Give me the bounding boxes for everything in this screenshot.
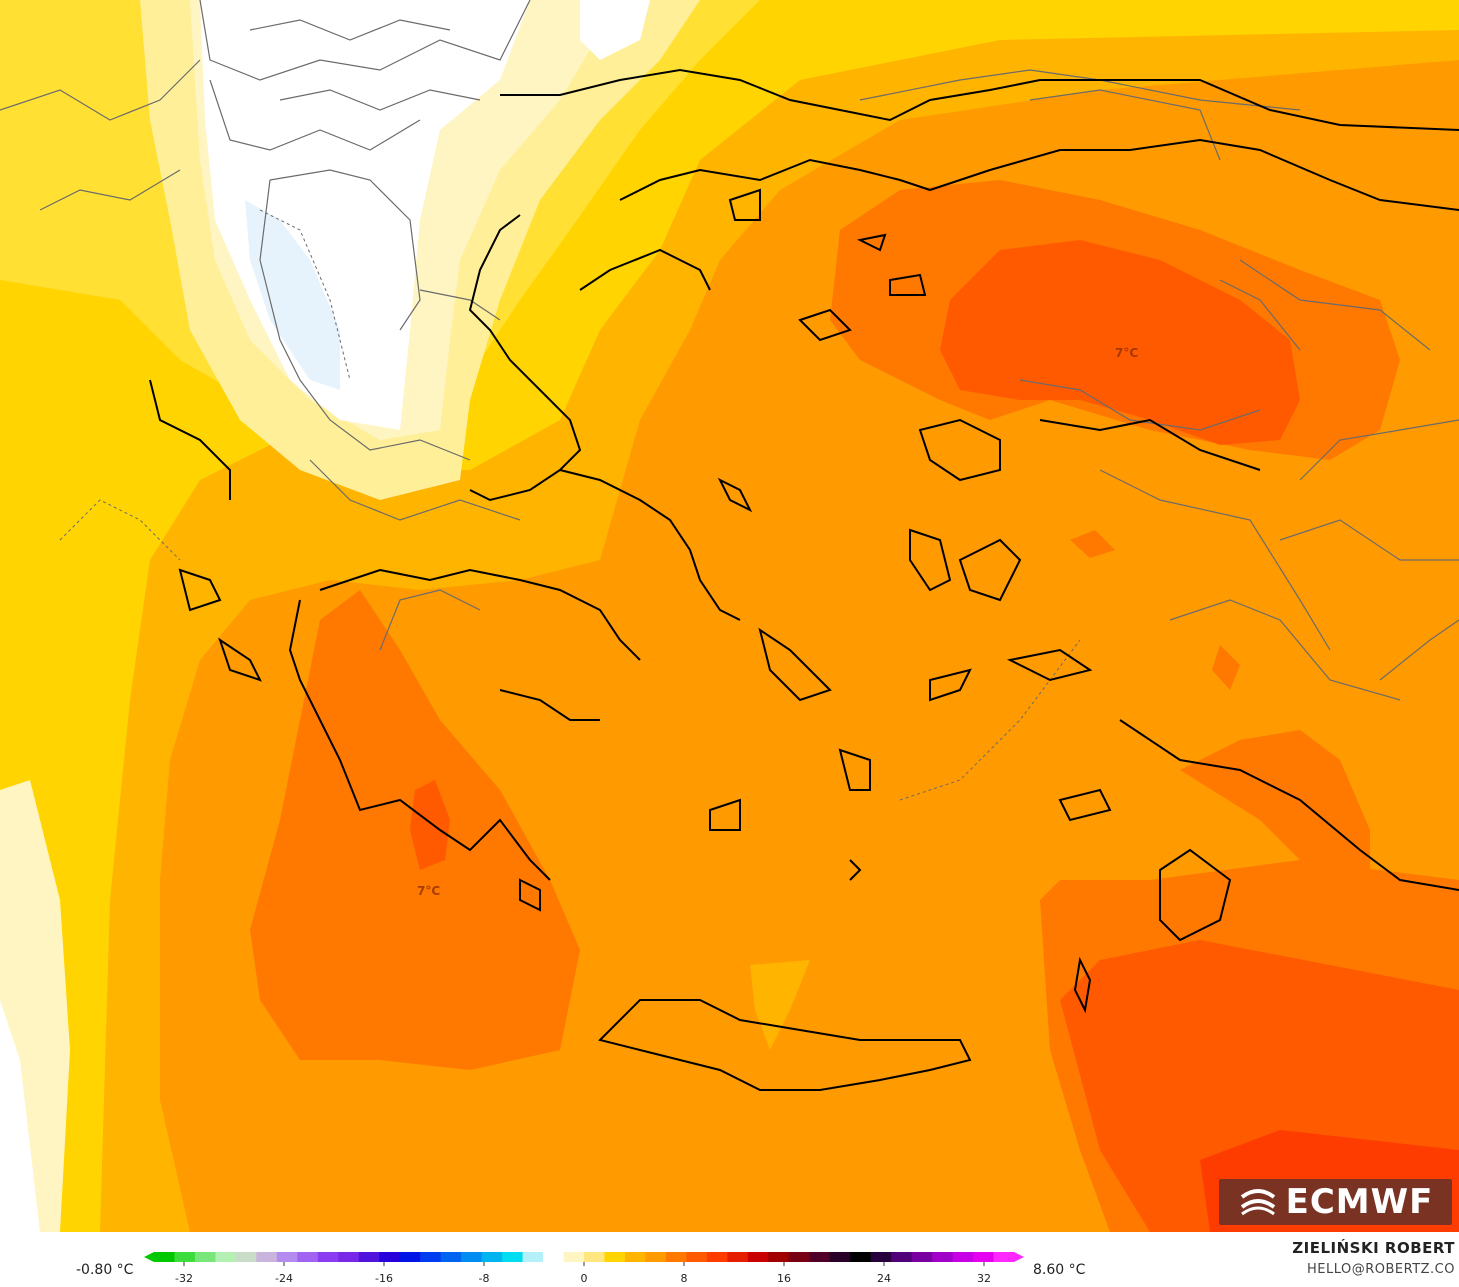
colorbar-left-arrow <box>144 1252 154 1262</box>
colorbar-segment <box>686 1252 708 1262</box>
legend-min-label: -0.80 °C <box>76 1262 134 1278</box>
colorbar-segment <box>788 1252 810 1262</box>
colorbar-segment <box>174 1252 196 1262</box>
colorbar-segment <box>420 1252 442 1262</box>
temp-label-aegean-east: 7°C <box>1115 346 1139 360</box>
colorbar-tick-label: 0 <box>581 1272 588 1284</box>
colorbar-segment <box>706 1252 728 1262</box>
colorbar-segment <box>461 1252 483 1262</box>
colorbar-segment <box>276 1252 298 1262</box>
colorbar-segment <box>297 1252 319 1262</box>
colorbar: -32 -24 -16 -8 0 8 16 24 32 <box>144 1252 1024 1284</box>
colorbar-tick-label: 16 <box>777 1272 791 1284</box>
colorbar-segment <box>522 1252 544 1262</box>
colorbar-segment <box>256 1252 278 1262</box>
ecmwf-logo-text: ECMWF <box>1285 1182 1434 1222</box>
colorbar-segment <box>235 1252 257 1262</box>
colorbar-segment <box>665 1252 687 1262</box>
colorbar-segment <box>829 1252 851 1262</box>
colorbar-segment <box>973 1252 995 1262</box>
temperature-map <box>0 0 1459 1232</box>
colorbar-segment <box>563 1252 585 1262</box>
colorbar-segment <box>911 1252 933 1262</box>
colorbar-tick-label: -8 <box>479 1272 490 1284</box>
colorbar-segment <box>727 1252 749 1262</box>
colorbar-segment <box>850 1252 872 1262</box>
colorbar-segment <box>624 1252 646 1262</box>
colorbar-segment <box>870 1252 892 1262</box>
colorbar-segment <box>502 1252 524 1262</box>
colorbar-tick-label: 32 <box>977 1272 991 1284</box>
colorbar-segment <box>604 1252 626 1262</box>
colorbar-tick-label: 24 <box>877 1272 891 1284</box>
colorbar-segment <box>747 1252 769 1262</box>
colorbar-segment <box>645 1252 667 1262</box>
colorbar-segment <box>399 1252 421 1262</box>
colorbar-segment <box>154 1252 175 1262</box>
colorbar-segment <box>809 1252 831 1262</box>
colorbar-segment <box>338 1252 360 1262</box>
author-email: HELLO@ROBERTZ.CO <box>1306 1262 1455 1277</box>
colorbar-tick-label: -32 <box>175 1272 193 1284</box>
colorbar-segment <box>481 1252 503 1262</box>
colorbar-segment <box>194 1252 216 1262</box>
author-name: ZIELIŃSKI ROBERT <box>1292 1239 1455 1257</box>
colorbar-segment <box>993 1252 1015 1262</box>
colorbar-segment <box>543 1252 565 1262</box>
colorbar-segment <box>891 1252 913 1262</box>
legend-max-label: 8.60 °C <box>1033 1262 1086 1278</box>
colorbar-segment <box>215 1252 237 1262</box>
ecmwf-logo-icon <box>1240 1189 1275 1216</box>
colorbar-segment <box>952 1252 974 1262</box>
colorbar-tick-label: -24 <box>275 1272 293 1284</box>
colorbar-segment <box>584 1252 605 1262</box>
colorbar-segment <box>379 1252 401 1262</box>
colorbar-segment <box>358 1252 380 1262</box>
ecmwf-logo: ECMWF <box>1219 1179 1452 1225</box>
colorbar-segment <box>768 1252 790 1262</box>
colorbar-tick-label: 8 <box>681 1272 688 1284</box>
colorbar-segment <box>440 1252 462 1262</box>
temp-label-peloponnese: 7°C <box>417 884 441 898</box>
colorbar-segment <box>317 1252 339 1262</box>
colorbar-tick-label: -16 <box>375 1272 393 1284</box>
colorbar-segment <box>932 1252 954 1262</box>
colorbar-right-arrow <box>1014 1252 1024 1262</box>
